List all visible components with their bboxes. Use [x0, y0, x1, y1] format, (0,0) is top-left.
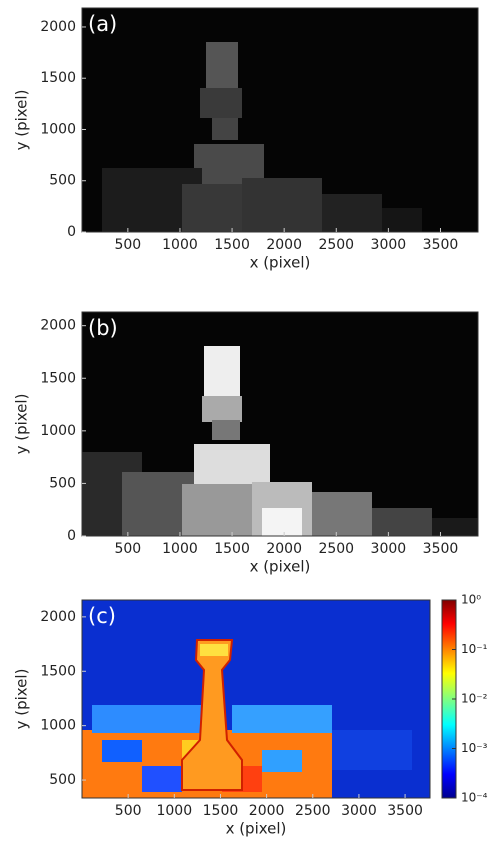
x-tick-label: 3000	[371, 237, 407, 253]
plot-frame	[81, 7, 479, 233]
x-tick-label: 500	[115, 803, 142, 819]
y-tick-label: 500	[49, 772, 76, 788]
panel-label: (c)	[88, 604, 116, 628]
y-axis-label: y (pixel)	[13, 394, 31, 455]
image-c	[82, 600, 430, 798]
x-tick-label: 2500	[295, 803, 331, 819]
panel-label: (b)	[88, 316, 118, 340]
x-tick-label: 1500	[214, 237, 250, 253]
y-tick-label: 1000	[40, 423, 76, 439]
panel-label: (a)	[88, 12, 117, 36]
x-tick-label: 2500	[318, 237, 354, 253]
y-tick-label: 500	[49, 173, 76, 189]
x-tick-label: 500	[114, 541, 141, 557]
y-tick-label: 500	[49, 475, 76, 491]
colorbar-tick-label: 10⁻²	[461, 692, 488, 706]
x-tick-label: 2000	[266, 237, 302, 253]
image-a	[82, 8, 478, 232]
x-tick-label: 1000	[156, 803, 192, 819]
colorbar-tick-label: 10⁻⁴	[461, 791, 488, 805]
x-axis-label: x (pixel)	[250, 254, 311, 272]
x-axis-label: x (pixel)	[250, 558, 311, 576]
y-axis-label: y (pixel)	[13, 90, 31, 151]
x-tick-label: 3500	[423, 237, 459, 253]
y-tick-label: 1000	[40, 718, 76, 734]
y-tick-label: 2000	[40, 609, 76, 625]
colorbar-tick-label: 10⁻¹	[461, 642, 488, 656]
y-tick-label: 1500	[40, 370, 76, 386]
x-tick-label: 3500	[387, 803, 423, 819]
colorbar-tick-label: 10⁰	[461, 593, 481, 607]
x-tick-label: 1500	[203, 803, 239, 819]
x-tick-label: 2000	[249, 803, 285, 819]
x-tick-label: 3000	[371, 541, 407, 557]
plot-frame	[81, 599, 431, 799]
y-axis-label: y (pixel)	[13, 669, 31, 730]
x-axis-label: x (pixel)	[226, 820, 287, 838]
y-tick-label: 0	[67, 224, 76, 240]
x-tick-label: 2500	[318, 541, 354, 557]
x-tick-label: 1000	[162, 237, 198, 253]
x-tick-label: 2000	[266, 541, 302, 557]
y-tick-label: 1500	[40, 663, 76, 679]
y-tick-label: 2000	[40, 19, 76, 35]
plot-frame	[81, 311, 479, 537]
y-tick-label: 0	[67, 528, 76, 544]
image-b	[82, 312, 478, 536]
y-tick-label: 2000	[40, 318, 76, 334]
x-tick-label: 1000	[162, 541, 198, 557]
colorbar-tick-label: 10⁻³	[461, 741, 488, 755]
x-tick-label: 3500	[423, 541, 459, 557]
x-tick-label: 500	[114, 237, 141, 253]
x-tick-label: 3000	[341, 803, 377, 819]
y-tick-label: 1500	[40, 70, 76, 86]
y-tick-label: 1000	[40, 121, 76, 137]
x-tick-label: 1500	[214, 541, 250, 557]
